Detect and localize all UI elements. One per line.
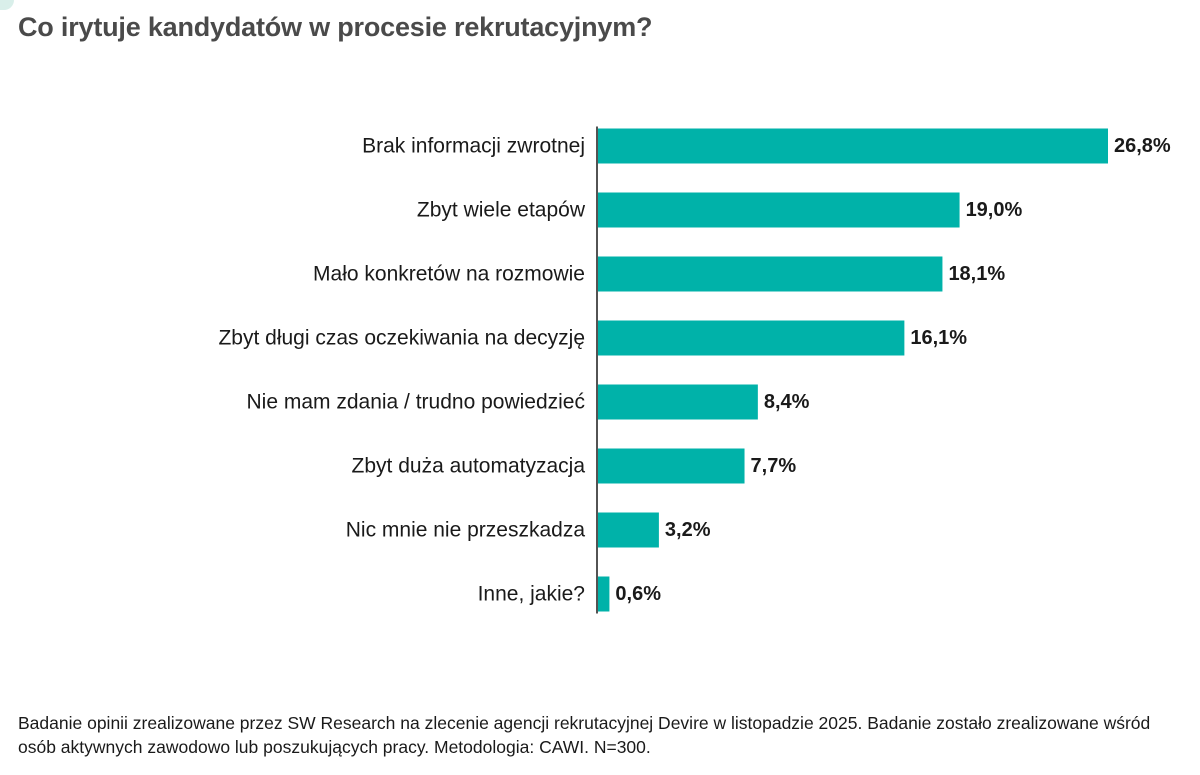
- category-label: Nic mnie nie przeszkadza: [346, 519, 586, 542]
- value-label: 3,2%: [665, 519, 711, 541]
- value-label: 19,0%: [966, 199, 1023, 221]
- bar: [598, 576, 610, 612]
- category-label: Zbyt długi czas oczekiwania na decyzję: [218, 327, 585, 350]
- value-label: 26,8%: [1114, 135, 1171, 157]
- bar: [598, 192, 960, 228]
- category-label: Mało konkretów na rozmowie: [313, 263, 585, 286]
- category-label: Zbyt duża automatyzacja: [352, 455, 586, 478]
- bar: [598, 512, 659, 548]
- value-label: 16,1%: [910, 327, 967, 349]
- category-label: Inne, jakie?: [478, 583, 585, 606]
- value-label: 8,4%: [764, 391, 810, 413]
- value-label: 0,6%: [615, 583, 661, 605]
- category-label: Brak informacji zwrotnej: [362, 135, 585, 158]
- bar: [598, 256, 943, 292]
- bar: [598, 448, 745, 484]
- bar: [598, 128, 1108, 164]
- value-label: 7,7%: [751, 455, 797, 477]
- chart-title: Co irytuje kandydatów w procesie rekruta…: [18, 12, 653, 42]
- bar: [598, 384, 758, 420]
- bar: [598, 320, 905, 356]
- corner-accent: [0, 0, 14, 10]
- bars-layer: Brak informacji zwrotnej 26,8% Zbyt wiele …: [218, 128, 1171, 612]
- category-label: Zbyt wiele etapów: [417, 199, 586, 222]
- bar-chart: Brak informacji zwrotnej 26,8% Zbyt wiele …: [218, 126, 1171, 614]
- source-footnote: Badanie opinii zrealizowane przez SW Res…: [18, 713, 1151, 757]
- value-label: 18,1%: [948, 263, 1005, 285]
- category-label: Nie mam zdania / trudno powiedzieć: [246, 391, 585, 414]
